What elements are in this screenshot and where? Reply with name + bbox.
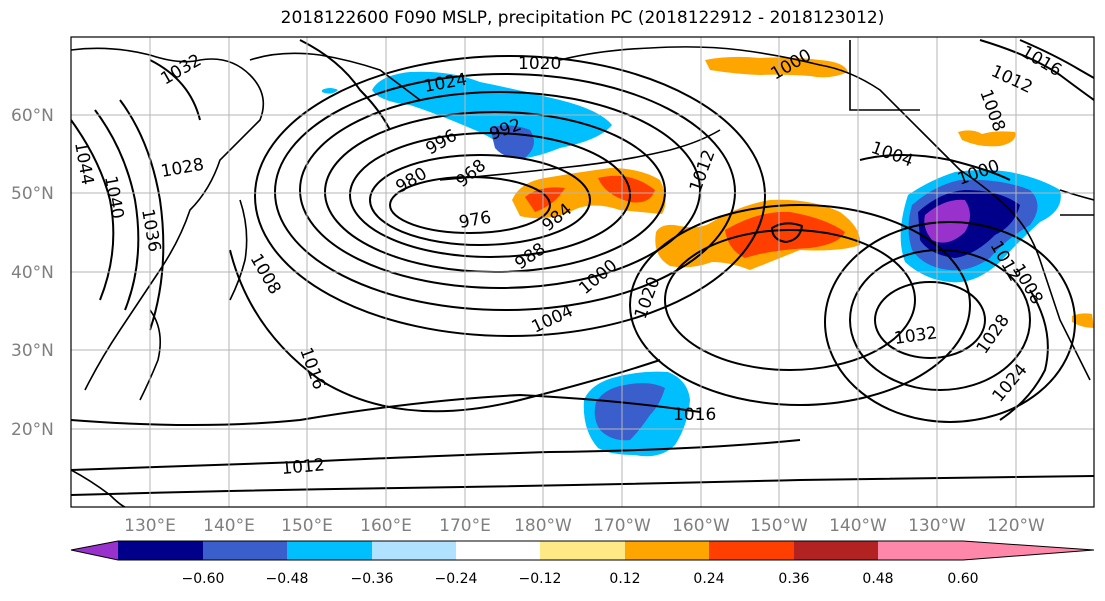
lat-label: 60°N <box>11 106 54 126</box>
colorbar-tick-label: 0.60 <box>947 571 978 587</box>
lon-label: 130°E <box>124 516 176 536</box>
colorbar-tick-label: −0.60 <box>182 571 225 587</box>
colorbar-tick-label: 0.36 <box>778 571 809 587</box>
colorbar-tick-label: −0.24 <box>435 571 478 587</box>
lon-labels: 130°E 140°E 150°E 160°E 170°E 180°W 170°… <box>124 516 1045 536</box>
lon-label: 170°E <box>439 516 491 536</box>
lat-label: 40°N <box>11 263 54 283</box>
colorbar-segment <box>540 541 625 560</box>
lon-label: 160°E <box>360 516 412 536</box>
colorbar-tick-label: 0.48 <box>862 571 893 587</box>
lon-label: 140°E <box>203 516 255 536</box>
colorbar-right-extend <box>963 541 1094 560</box>
precip-darkblue-hawaii <box>594 383 665 441</box>
contour-label: 1016 <box>673 405 716 425</box>
colorbar-segment <box>372 541 456 560</box>
colorbar-segment <box>625 541 709 560</box>
colorbar-tick-label: −0.36 <box>351 571 394 587</box>
colorbar-segment <box>878 541 963 560</box>
lon-label: 170°W <box>593 516 651 536</box>
lat-label: 30°N <box>11 341 54 361</box>
lon-label: 130°W <box>908 516 966 536</box>
lon-label: 120°W <box>987 516 1045 536</box>
colorbar-segment <box>794 541 878 560</box>
colorbar-tick-label: −0.12 <box>519 571 562 587</box>
colorbar-tick-label: −0.48 <box>266 571 309 587</box>
colorbar-tick-label: 0.24 <box>693 571 724 587</box>
map-title: 2018122600 F090 MSLP, precipitation PC (… <box>280 8 885 28</box>
precip-orange-alaska <box>705 56 848 78</box>
colorbar-segment <box>118 541 203 560</box>
lon-label: 160°W <box>672 516 730 536</box>
plot-frame <box>70 36 1095 508</box>
lat-label: 50°N <box>11 184 54 204</box>
contour-label: 1020 <box>518 54 561 74</box>
colorbar-segment <box>287 541 372 560</box>
colorbar-left-extend <box>71 541 118 560</box>
colorbar-segment <box>456 541 540 560</box>
lon-label: 150°E <box>281 516 333 536</box>
colorbar-outline <box>70 540 1095 561</box>
colorbar: −0.60 −0.48 −0.36 −0.24 −0.12 0.12 0.24 … <box>70 540 1095 587</box>
contour-label: 1012 <box>281 455 326 479</box>
mslp-contours <box>71 39 1094 496</box>
colorbar-segment <box>709 541 794 560</box>
lat-labels: 60°N 50°N 40°N 30°N 20°N <box>11 106 54 440</box>
gridlines <box>71 37 1094 507</box>
precip-red-central <box>725 211 845 258</box>
colorbar-tick-label: 0.12 <box>609 571 640 587</box>
coastlines <box>71 40 1094 507</box>
lon-label: 150°W <box>750 516 808 536</box>
lon-label: 180°W <box>514 516 572 536</box>
colorbar-segment <box>203 541 287 560</box>
lon-label: 140°W <box>829 516 887 536</box>
lat-label: 20°N <box>11 420 54 440</box>
